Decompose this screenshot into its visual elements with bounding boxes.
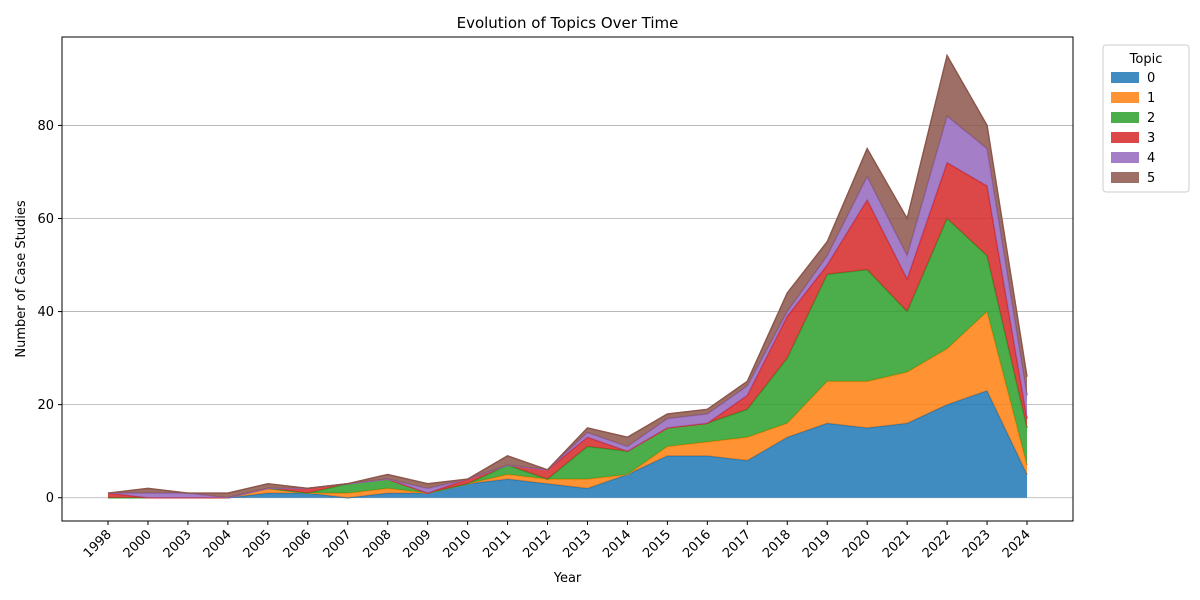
legend-swatch-topic-0	[1111, 72, 1139, 83]
area-series-topic-2	[108, 218, 1027, 498]
legend-swatch-topic-1	[1111, 92, 1139, 103]
legend-title: Topic	[1129, 52, 1163, 67]
y-tick-label-40: 40	[37, 305, 54, 320]
y-tick-label-80: 80	[37, 119, 54, 134]
legend: Topic 0 1 2 3 4 5	[1102, 44, 1190, 193]
y-tick-label-0: 0	[46, 491, 54, 506]
y-tick-label-60: 60	[37, 212, 54, 227]
legend-swatch-topic-2	[1111, 112, 1139, 123]
legend-label-topic-4: 4	[1147, 151, 1155, 166]
legend-label-topic-0: 0	[1147, 71, 1155, 86]
y-axis: 0 20 40 60 80	[37, 119, 62, 506]
legend-label-topic-1: 1	[1147, 91, 1155, 106]
legend-swatch-topic-4	[1111, 152, 1139, 163]
legend-label-topic-2: 2	[1147, 111, 1155, 126]
area-series-topic-1	[108, 311, 1027, 498]
legend-label-topic-3: 3	[1147, 131, 1155, 146]
chart-title: Evolution of Topics Over Time	[457, 14, 679, 32]
legend-label-topic-5: 5	[1147, 171, 1155, 186]
area-series	[107, 53, 1028, 499]
x-axis-title: Year	[553, 571, 582, 586]
y-axis-title: Number of Case Studies	[14, 200, 29, 357]
legend-swatch-topic-3	[1111, 132, 1139, 143]
area-series-topic-0	[108, 390, 1027, 498]
area-edge-topic-5	[107, 53, 1028, 494]
y-tick-label-20: 20	[37, 398, 54, 413]
legend-swatch-topic-5	[1111, 172, 1139, 183]
plot-frame	[61, 36, 1074, 522]
